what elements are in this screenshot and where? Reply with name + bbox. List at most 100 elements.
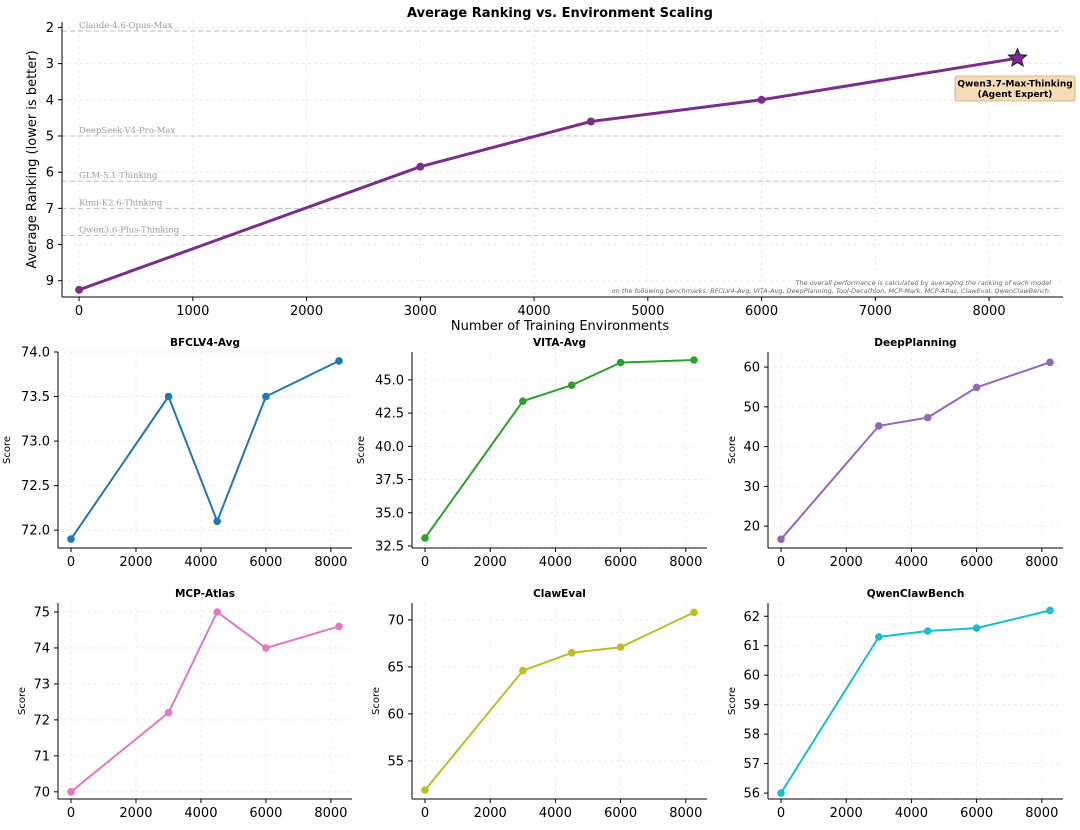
subplot-deepplanning: 0 2000 4000 6000 8000 20 30 40 50 60 DeepPlanning S…	[727, 337, 1063, 570]
y-tick-label: 7	[46, 202, 54, 217]
x-tick-label: 8000	[1025, 806, 1058, 821]
x-tick-label: 2000	[830, 806, 863, 821]
subplot-mcpatlas: 0 2000 4000 6000 8000 70 71 72 73 74 75 MCP-Atlas Sc…	[17, 588, 352, 821]
footnote-line-1: The overall performance is calculated by…	[796, 279, 1052, 287]
data-point	[1046, 358, 1054, 367]
data-point	[972, 624, 981, 632]
x-tick-label: 4000	[895, 806, 928, 821]
data-point	[923, 627, 932, 635]
data-point	[586, 117, 595, 126]
x-axis-label: Number of Training Environments	[451, 319, 669, 334]
data-point	[164, 708, 173, 717]
annotation-box	[954, 75, 1076, 102]
y-tick-label: 72.0	[21, 524, 50, 539]
x-tick-label: 4000	[895, 555, 928, 570]
x-tick-label: 8000	[669, 555, 702, 570]
reference-label: Kimi-K2.6-Thinking	[79, 198, 163, 208]
data-point	[164, 392, 173, 401]
data-point	[567, 381, 576, 390]
subplot-title: MCP-Atlas	[175, 588, 235, 600]
x-tick-label: 0	[421, 806, 429, 821]
y-tick-label: 2	[46, 21, 54, 36]
x-tick-label: 6000	[960, 555, 993, 570]
y-tick-label: 73.0	[21, 435, 50, 450]
data-point	[616, 643, 625, 651]
data-point	[757, 95, 766, 104]
y-tick-label: 62	[743, 610, 760, 625]
y-axis-label: Score	[727, 687, 738, 715]
x-tick-label: 6000	[604, 806, 637, 821]
data-point	[690, 608, 698, 617]
y-tick-label: 50	[743, 400, 760, 415]
y-tick-label: 56	[743, 787, 760, 802]
y-tick-label: 6	[46, 166, 54, 181]
y-axis-label: Average Ranking (lower is better)	[25, 50, 40, 268]
subplot-title: BFCLV4-Avg	[170, 337, 240, 349]
x-tick-label: 8000	[314, 806, 347, 821]
x-tick-label: 1000	[176, 304, 209, 319]
data-point	[690, 356, 698, 364]
chart-title: Average Ranking vs. Environment Scaling	[407, 6, 713, 21]
y-tick-label: 30	[743, 480, 760, 495]
subplot-vita: 0 2000 4000 6000 8000 32.5 35.0 37.5 40.0 42.5 45.…	[356, 337, 707, 570]
data-point	[777, 789, 785, 797]
data-point	[421, 786, 429, 794]
data-point	[1046, 606, 1054, 615]
y-tick-label: 70	[387, 613, 404, 628]
x-tick-label: 2000	[474, 555, 507, 570]
y-tick-label: 57	[743, 757, 760, 772]
footnote-line-2: on the following benchmarks: BFCLV4-Avg,…	[612, 287, 1051, 295]
subplot-title: ClawEval	[533, 588, 586, 600]
y-tick-label: 60	[743, 361, 760, 376]
series-line	[424, 359, 695, 539]
y-tick-label: 5	[46, 129, 54, 144]
y-tick-label: 60	[743, 669, 760, 684]
annotation-line-1: Qwen3.7-Max-Thinking	[957, 80, 1072, 90]
y-tick-label: 20	[743, 520, 760, 535]
x-tick-label: 5000	[631, 304, 664, 319]
data-point	[519, 666, 527, 675]
reference-label: DeepSeek-V4-Pro-Max	[79, 126, 175, 136]
data-point	[421, 534, 429, 542]
y-tick-label: 73	[33, 677, 50, 692]
series-line	[70, 611, 340, 793]
y-tick-label: 42.5	[375, 407, 404, 422]
data-point	[262, 392, 270, 401]
data-point	[875, 422, 883, 430]
x-tick-label: 4000	[539, 555, 572, 570]
data-point	[67, 788, 75, 796]
subplot-claweval: 0 2000 4000 6000 8000 55 60 65 70 ClawEval Score	[371, 588, 707, 821]
data-point	[616, 358, 625, 367]
x-tick-label: 2000	[119, 806, 152, 821]
subplot-title: VITA-Avg	[533, 337, 586, 349]
y-tick-label: 40	[743, 440, 760, 455]
x-tick-label: 6000	[249, 806, 282, 821]
reference-label: GLM-5.1-Thinking	[79, 171, 158, 181]
data-point	[567, 649, 576, 657]
y-axis-label: Score	[356, 436, 367, 464]
x-tick-label: 0	[421, 555, 429, 570]
data-point	[213, 517, 221, 526]
subplot-title: DeepPlanning	[874, 337, 956, 349]
y-tick-label: 65	[387, 660, 404, 675]
subplot-bfclv4: 0 2000 4000 6000 8000 72.0 72.5 73.0 73.5 74.0 BFC…	[2, 337, 352, 570]
x-tick-label: 4000	[518, 304, 551, 319]
series-line	[78, 56, 1018, 292]
y-tick-label: 55	[387, 754, 404, 769]
y-tick-label: 61	[743, 639, 760, 654]
main-chart: Claude-4.6-Opus-Max DeepSeek-V4-Pro-Max GL…	[25, 6, 1076, 334]
x-tick-label: 2000	[290, 304, 323, 319]
reference-label: Qwen3.6-Plus-Thinking	[79, 225, 180, 235]
data-point	[67, 535, 75, 543]
data-point	[335, 622, 343, 631]
y-tick-label: 35.0	[375, 506, 404, 521]
y-tick-label: 4	[46, 93, 54, 108]
y-tick-label: 72	[33, 713, 50, 728]
data-point	[519, 397, 527, 406]
y-tick-label: 75	[33, 605, 50, 620]
subplot-qwenclawbench: 0 2000 4000 6000 8000 56 57 58 59 60 61 62 QwenClawB…	[727, 588, 1063, 821]
x-tick-label: 8000	[1025, 555, 1058, 570]
y-tick-label: 40.0	[375, 440, 404, 455]
